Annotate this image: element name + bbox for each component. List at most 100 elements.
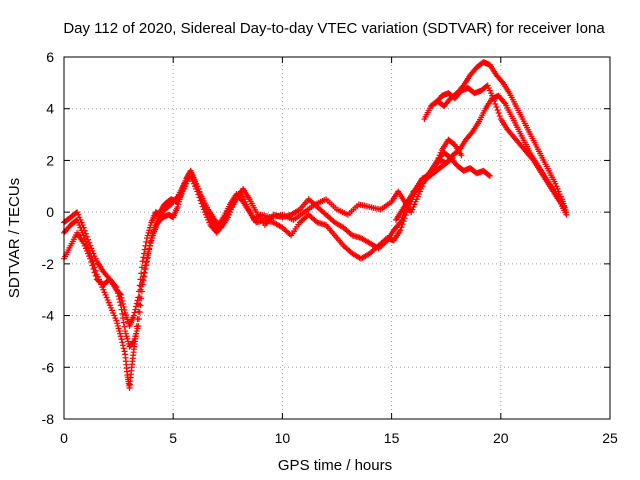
data-point	[133, 300, 140, 307]
data-point	[117, 333, 124, 340]
data-point	[143, 238, 150, 245]
series-track-d	[421, 59, 570, 216]
data-point	[86, 239, 93, 246]
data-point	[88, 259, 95, 266]
y-tick-label: -8	[42, 411, 55, 427]
data-point	[83, 233, 90, 240]
series-track-c	[61, 92, 568, 329]
data-point	[118, 294, 125, 301]
x-tick-label: 25	[602, 430, 618, 446]
data-point	[135, 294, 142, 301]
data-point	[396, 220, 403, 227]
data-point	[397, 227, 404, 234]
data-point	[142, 266, 149, 273]
data-point	[118, 336, 125, 343]
data-point	[135, 288, 142, 295]
data-point	[133, 303, 140, 310]
data-point	[121, 306, 128, 313]
data-point	[132, 306, 139, 313]
data-point	[198, 200, 205, 207]
data-point	[501, 99, 508, 106]
series-track-f	[392, 136, 465, 223]
data-point	[91, 269, 98, 276]
data-point	[468, 130, 475, 137]
data-point	[92, 272, 99, 279]
data-point	[119, 310, 126, 317]
data-point	[136, 282, 143, 289]
data-point	[199, 203, 206, 210]
data-series	[61, 59, 570, 391]
data-point	[197, 197, 204, 204]
data-point	[140, 254, 147, 261]
y-tick-label: 4	[46, 101, 54, 117]
data-point	[495, 110, 502, 117]
y-tick-label: -6	[42, 359, 55, 375]
plot-frame	[63, 56, 611, 420]
data-point	[141, 250, 148, 257]
axis-ticks	[63, 56, 611, 420]
y-tick-label: -4	[42, 308, 55, 324]
data-point	[117, 291, 124, 298]
series-track-b	[61, 154, 456, 350]
series-track-a	[61, 149, 493, 391]
data-point	[130, 339, 137, 346]
data-point	[137, 302, 144, 309]
data-point	[486, 172, 493, 179]
y-tick-label: 0	[46, 204, 54, 220]
chart-title: Day 112 of 2020, Sidereal Day-to-day VTE…	[63, 20, 605, 37]
data-point	[120, 319, 127, 326]
data-point	[138, 270, 145, 277]
data-point	[119, 297, 126, 304]
y-axis-label: SDTVAR / TECUs	[6, 178, 23, 298]
x-tick-labels: 0 5 10 15 20 25	[60, 430, 618, 446]
data-point	[131, 309, 138, 316]
data-point	[494, 107, 501, 114]
data-point	[87, 255, 94, 262]
data-point	[142, 242, 149, 249]
data-point	[143, 262, 150, 269]
x-tick-label: 20	[493, 430, 509, 446]
x-tick-label: 0	[60, 430, 68, 446]
x-tick-label: 10	[275, 430, 291, 446]
x-axis-label: GPS time / hours	[278, 457, 392, 474]
data-point	[529, 156, 536, 163]
data-point	[196, 194, 203, 201]
data-point	[139, 258, 146, 265]
data-point	[119, 315, 126, 322]
data-point	[89, 262, 96, 269]
data-point	[119, 300, 126, 307]
data-point	[138, 295, 145, 302]
data-point	[139, 281, 146, 288]
data-point	[485, 172, 492, 179]
data-point	[141, 246, 148, 253]
data-point	[121, 323, 128, 330]
y-tick-label: -2	[42, 256, 55, 272]
y-tick-label: 6	[46, 49, 54, 65]
data-point	[81, 227, 88, 234]
data-point	[119, 339, 126, 346]
y-tick-label: 2	[46, 152, 54, 168]
data-point	[195, 191, 202, 198]
data-point	[140, 277, 147, 284]
data-point	[491, 97, 498, 104]
data-point	[138, 264, 145, 271]
data-point	[398, 224, 405, 231]
data-point	[105, 275, 112, 282]
data-point	[194, 188, 201, 195]
data-point	[173, 194, 180, 201]
data-point	[85, 236, 92, 243]
data-point	[492, 100, 499, 107]
data-point	[141, 273, 148, 280]
data-point	[121, 348, 128, 355]
data-point	[130, 312, 137, 319]
series-track-e	[432, 82, 570, 218]
data-point	[238, 197, 245, 204]
data-point	[134, 297, 141, 304]
data-point	[458, 152, 465, 159]
data-point	[135, 316, 142, 323]
data-point	[135, 322, 142, 329]
data-point	[137, 276, 144, 283]
data-point	[120, 345, 127, 352]
data-point	[136, 309, 143, 316]
